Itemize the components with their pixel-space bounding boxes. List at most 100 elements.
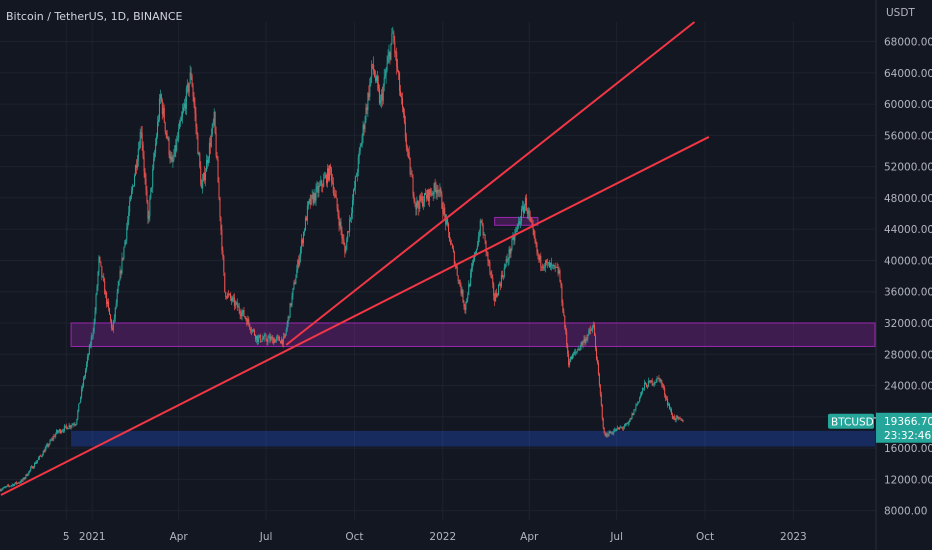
candle-body [590, 329, 592, 331]
candle-body [574, 352, 576, 353]
candle-body [603, 427, 605, 434]
candle-body [268, 336, 270, 339]
candle-body [594, 324, 596, 336]
candle-body [455, 265, 457, 268]
candle-body [168, 138, 170, 155]
candle-body [92, 331, 94, 336]
candle-body [508, 249, 510, 261]
candle-body [294, 282, 296, 285]
candle-body [587, 334, 589, 340]
candle-body [14, 482, 16, 484]
time-axis[interactable]: 5 2021 Apr Jul Oct 2022 Apr Jul Oct 2023 [63, 531, 807, 543]
candle-body [428, 189, 430, 202]
candle-body [424, 193, 426, 203]
candle-body [457, 275, 459, 282]
candle-body [133, 185, 135, 187]
candle-body [654, 382, 656, 384]
candle-body [336, 198, 338, 209]
candle-body [411, 173, 413, 178]
candle-body [176, 139, 178, 151]
candle-body [496, 293, 498, 297]
candle-body [108, 301, 110, 309]
candle-body [349, 219, 351, 232]
candle-body [292, 288, 294, 296]
candle-body [303, 230, 305, 233]
candle-body [371, 64, 373, 77]
candle-body [281, 339, 283, 345]
candle-body [541, 266, 543, 268]
candle-body [255, 335, 257, 340]
candle-body [234, 302, 236, 306]
candle-body [394, 41, 396, 53]
candle-body [591, 330, 593, 331]
candle-body [467, 295, 469, 300]
candle-body [584, 338, 586, 343]
candle-body [297, 260, 299, 270]
candle-body [126, 227, 128, 240]
candle-body [343, 239, 345, 245]
candle-body [655, 382, 657, 383]
candle-body [133, 175, 135, 186]
candle-body [518, 221, 520, 225]
candle-body [422, 196, 424, 206]
candle-body [253, 329, 255, 331]
candle-body [81, 388, 83, 397]
candle-body [399, 73, 401, 91]
candle-body [24, 477, 26, 480]
candle-body [169, 154, 171, 160]
candle-body [489, 262, 491, 272]
candle-body [650, 380, 652, 383]
candle-body [540, 255, 542, 267]
candle-body [11, 484, 13, 486]
candle-body [374, 70, 376, 77]
candle-body [598, 374, 600, 385]
candle-body [420, 195, 422, 201]
candle-body [452, 247, 454, 252]
candle-body [465, 301, 467, 311]
candle-body [580, 342, 582, 347]
candle-body [88, 345, 90, 355]
candle-body [37, 458, 39, 461]
candle-body [548, 262, 550, 268]
candle-body [264, 335, 266, 337]
candle-body [252, 329, 254, 332]
price-tick-label: 24000.00 [884, 381, 932, 393]
candle-body [53, 436, 55, 439]
candle-body [52, 438, 54, 440]
candle-body [84, 376, 86, 379]
candle-body [443, 207, 445, 215]
candle-body [558, 270, 560, 274]
trend-line [0, 136, 710, 496]
candle-body [612, 433, 614, 435]
candle-body [223, 256, 225, 273]
candle-body [449, 232, 451, 242]
candle-body [646, 386, 648, 388]
candle-body [244, 316, 246, 318]
candle-body [549, 262, 551, 268]
candle-body [364, 120, 366, 130]
candle-body [681, 419, 683, 421]
price-tick-label: 28000.00 [884, 349, 932, 361]
candle-body [426, 190, 428, 199]
candle-body [678, 417, 680, 419]
candle-body [219, 197, 221, 218]
candle-body [1, 489, 3, 491]
candle-body [186, 84, 188, 89]
candle-body [550, 262, 552, 266]
candle-body [331, 180, 333, 183]
candle-body [357, 156, 359, 173]
candle-body [23, 478, 25, 480]
candle-body [389, 52, 391, 60]
candle-body [627, 423, 629, 424]
candle-body [138, 148, 140, 150]
price-tag-value: 19366.70 [884, 416, 932, 428]
candle-body [485, 240, 487, 252]
candle-body [592, 327, 594, 331]
price-tick-label: 60000.00 [884, 99, 932, 111]
candle-body [421, 196, 423, 201]
candle-body [2, 488, 4, 490]
candle-body [617, 427, 619, 429]
candle-body [533, 229, 535, 236]
price-axis[interactable]: 8000.0012000.0016000.0020000.0024000.002… [884, 37, 932, 518]
